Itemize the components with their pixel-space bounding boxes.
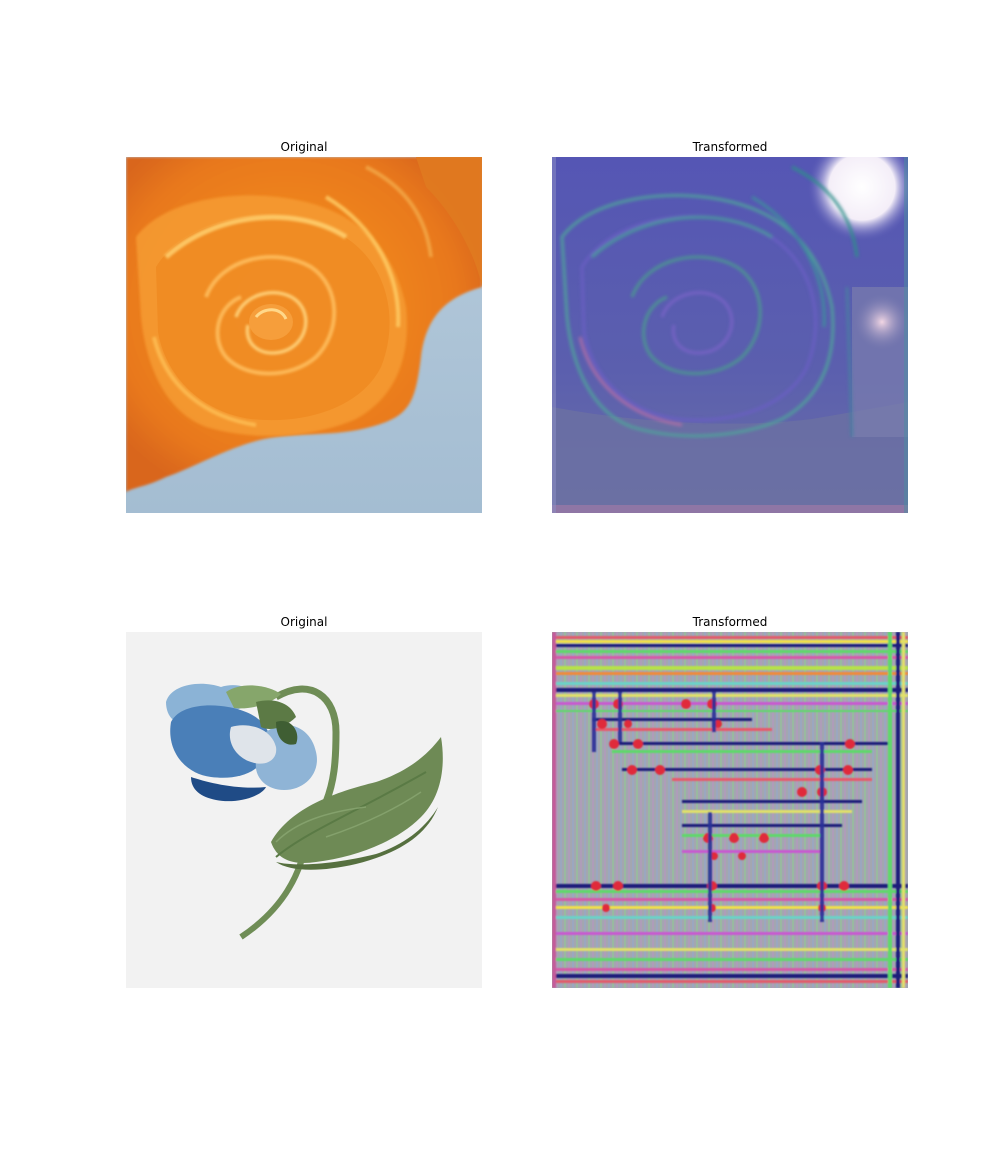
- original-flower-illustration: [126, 632, 482, 988]
- panel-title-transformed-top: Transformed: [692, 140, 768, 154]
- transformed-flower-image: [552, 632, 908, 988]
- transformed-rose-image: [552, 157, 908, 513]
- panel-title-original-top: Original: [280, 140, 328, 154]
- original-rose-image: [126, 157, 482, 513]
- panel-title-original-bottom: Original: [280, 615, 328, 629]
- panel-title-transformed-bottom: Transformed: [692, 615, 768, 629]
